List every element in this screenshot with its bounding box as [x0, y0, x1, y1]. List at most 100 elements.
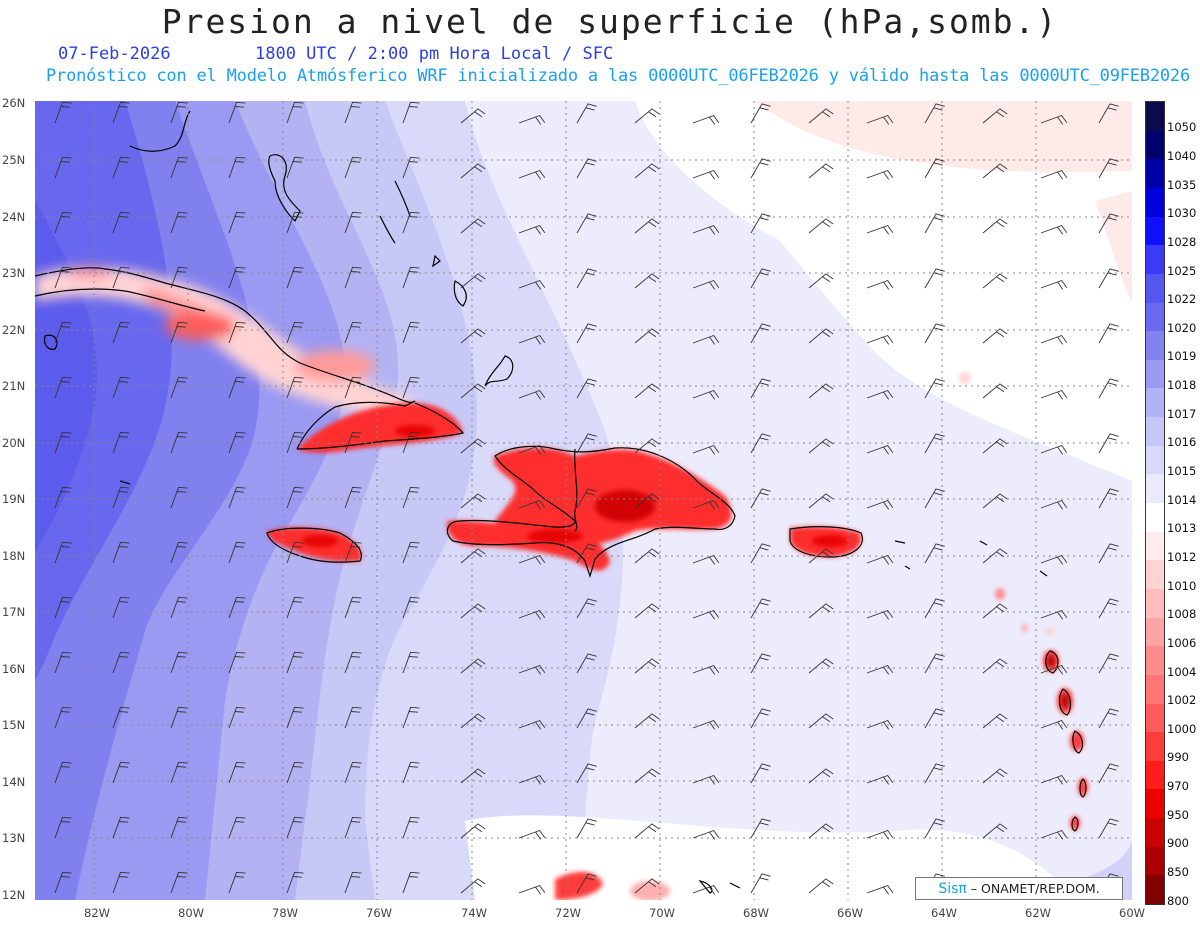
wind-barb — [1098, 488, 1119, 509]
wind-barb — [866, 169, 894, 180]
wind-barb — [982, 548, 1008, 564]
wind-barb — [170, 321, 188, 344]
lat-label: 13N — [2, 831, 26, 845]
wind-barb — [460, 768, 486, 784]
wind-barb — [112, 486, 130, 509]
wind-barb — [750, 323, 771, 344]
wind-barb — [750, 708, 771, 729]
lat-label: 22N — [2, 323, 26, 337]
wind-barb — [634, 493, 660, 509]
wind-barb — [808, 273, 834, 289]
colorbar-label: 990 — [1167, 750, 1189, 765]
wind-barb — [866, 774, 894, 785]
wind-barb — [112, 761, 130, 784]
wind-barb — [1040, 444, 1068, 455]
wind-barb — [286, 156, 304, 179]
wind-barb — [576, 158, 597, 179]
wind-barb — [1040, 334, 1068, 345]
lon-label: 62W — [1025, 906, 1052, 920]
wind-barb — [982, 108, 1008, 124]
colorbar-swatch — [1146, 187, 1164, 218]
wind-barbs — [54, 101, 1119, 895]
wind-barb — [750, 378, 771, 399]
credit-text: – ONAMET/REP.DOM. — [966, 881, 1100, 896]
colorbar-label: 1004 — [1167, 664, 1197, 679]
colorbar-swatch — [1146, 216, 1164, 246]
colorbar-swatch — [1146, 273, 1164, 303]
wind-barb — [170, 156, 188, 179]
wind-barb — [344, 541, 362, 564]
colorbar-label: 1020 — [1167, 320, 1197, 335]
wind-barb — [228, 871, 246, 894]
wind-barb — [402, 871, 420, 894]
wind-barb — [866, 829, 894, 840]
wind-barb — [808, 108, 834, 124]
wind-barb — [170, 376, 188, 399]
colorbar-label: 950 — [1167, 807, 1189, 822]
colorbar-label: 1002 — [1167, 693, 1197, 708]
colorbar-label: 1017 — [1167, 406, 1197, 421]
lon-label: 80W — [178, 906, 205, 920]
wind-barb — [170, 541, 188, 564]
wind-barb — [460, 713, 486, 729]
wind-barb — [576, 488, 597, 509]
wind-barb — [692, 279, 720, 290]
wind-barb — [1098, 268, 1119, 289]
wind-barb — [576, 268, 597, 289]
wind-barb — [54, 596, 72, 619]
wind-barb — [460, 163, 486, 179]
wind-barb — [402, 101, 420, 124]
colorbar-label: 1018 — [1167, 378, 1197, 393]
wind-barb — [692, 224, 720, 235]
lat-label: 23N — [2, 266, 26, 280]
wind-barb — [170, 816, 188, 839]
wind-barb — [866, 499, 894, 510]
wind-barb — [228, 706, 246, 729]
wind-barb — [634, 438, 660, 454]
wind-barb — [54, 761, 72, 784]
lat-label: 20N — [2, 436, 26, 450]
wind-barb — [344, 871, 362, 894]
lat-label: 16N — [2, 662, 26, 676]
wind-barb — [866, 609, 894, 620]
wind-barb — [982, 493, 1008, 509]
wind-barb — [518, 169, 546, 180]
wind-barb — [228, 596, 246, 619]
wind-barb — [170, 761, 188, 784]
wind-barb — [1098, 433, 1119, 454]
wind-barb — [576, 433, 597, 454]
wind-barb — [982, 328, 1008, 344]
wind-barb — [634, 548, 660, 564]
wind-barb — [286, 211, 304, 234]
wind-barb — [1098, 818, 1119, 839]
wind-barb — [576, 818, 597, 839]
wind-barb — [634, 603, 660, 619]
colorbar-label: 1013 — [1167, 521, 1197, 536]
wind-barb — [808, 768, 834, 784]
wind-barb — [634, 768, 660, 784]
model-subtitle: Pronóstico con el Modelo Atmósferico WRF… — [46, 66, 1190, 86]
wind-barb — [750, 873, 771, 894]
colorbar-swatch — [1146, 130, 1164, 160]
wind-barb — [924, 598, 945, 619]
wind-barb — [866, 224, 894, 235]
lat-label: 18N — [2, 549, 26, 563]
wind-barb — [402, 596, 420, 619]
wind-barb — [228, 541, 246, 564]
wind-barb — [518, 224, 546, 235]
pressure-colorbar — [1145, 101, 1165, 905]
wind-barb — [518, 114, 546, 125]
wind-barb — [634, 328, 660, 344]
wind-barb — [170, 871, 188, 894]
wind-barb — [402, 761, 420, 784]
wind-barb — [228, 376, 246, 399]
wind-barb — [54, 651, 72, 674]
colorbar-swatch — [1146, 818, 1164, 848]
wind-barb — [808, 328, 834, 344]
lat-label: 14N — [2, 775, 26, 789]
wind-barb — [112, 541, 130, 564]
wind-barb — [54, 376, 72, 399]
wind-barb — [808, 163, 834, 179]
wind-barb — [924, 543, 945, 564]
wind-barb — [344, 376, 362, 399]
